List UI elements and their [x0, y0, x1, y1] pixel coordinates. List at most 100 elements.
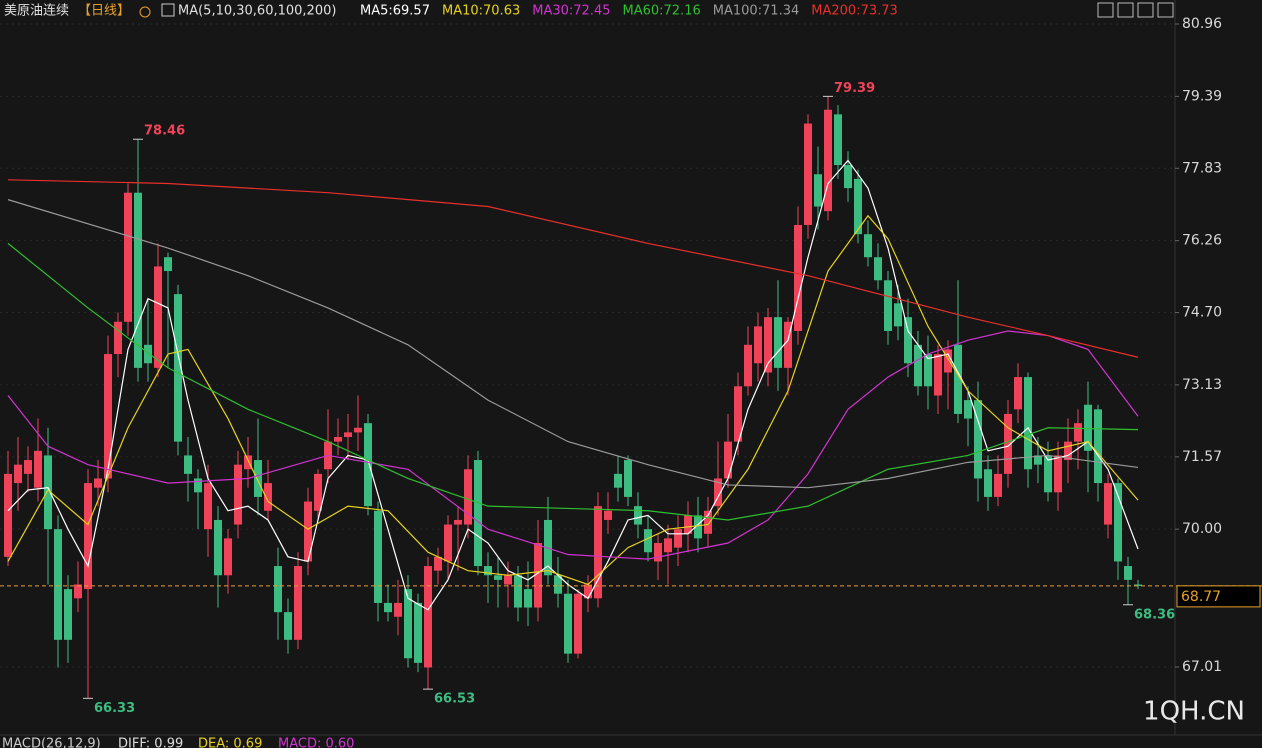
tool-button[interactable] — [1137, 2, 1154, 18]
ma-line — [7, 179, 1139, 358]
tool-button[interactable] — [1117, 2, 1134, 18]
candle-body — [724, 441, 732, 479]
legend-entry: MA10:70.63 — [442, 4, 520, 19]
legend-entry: MA5:69.57 — [360, 4, 430, 19]
candle-body — [564, 593, 572, 654]
candle-body — [1064, 441, 1072, 461]
last-price-label: 68.77 — [1181, 589, 1221, 605]
extreme-label: 79.39 — [834, 81, 875, 96]
candle-body — [414, 602, 422, 663]
legend-entry: MA100:71.34 — [713, 4, 800, 19]
period: 【日线】 — [78, 4, 130, 19]
candle-body — [914, 344, 922, 387]
candle-body — [574, 593, 582, 654]
candle-body — [614, 473, 622, 488]
watermark: 1QH.CN — [1143, 697, 1245, 727]
candle-body — [534, 543, 542, 608]
candle-body — [804, 123, 812, 225]
candle-body — [784, 321, 792, 368]
candle-body — [634, 506, 642, 525]
candle-body — [584, 584, 592, 599]
symbol: 美原油连续 — [4, 3, 69, 19]
extreme-label: 66.53 — [434, 692, 475, 707]
candle-body — [744, 344, 752, 387]
ma-icon[interactable] — [161, 3, 175, 17]
candle-body — [474, 460, 482, 567]
candle-body — [374, 510, 382, 603]
candle-body — [434, 556, 442, 571]
candle-body — [844, 165, 852, 189]
candle-body — [44, 455, 52, 530]
candle-body — [764, 317, 772, 373]
candle-body — [244, 455, 252, 470]
candle-body — [754, 326, 762, 364]
candle-body — [334, 436, 342, 442]
tool-button[interactable] — [1097, 2, 1114, 18]
candle-body — [174, 294, 182, 442]
extreme-label: 66.33 — [94, 701, 135, 716]
candle-body — [904, 317, 912, 364]
candle-body — [1084, 404, 1092, 451]
candle-body — [454, 519, 462, 525]
candle-body — [1104, 483, 1112, 525]
toolbar — [1097, 2, 1174, 18]
candle-body — [604, 510, 612, 520]
candle-body — [424, 566, 432, 668]
y-tick-label: 74.70 — [1182, 305, 1222, 321]
macd-diff: DIFF: 0.99 — [118, 737, 183, 748]
add-icon[interactable] — [139, 6, 151, 18]
y-tick-label: 70.00 — [1182, 521, 1222, 537]
candle-body — [884, 280, 892, 331]
ma-line — [7, 214, 1139, 586]
candle-body — [284, 612, 292, 640]
candle-body — [184, 455, 192, 474]
candle-body — [1004, 413, 1012, 474]
candle-body — [864, 234, 872, 258]
candle-body — [74, 584, 82, 599]
macd-params: MACD(26,12,9) — [2, 737, 101, 748]
candle-body — [234, 464, 242, 525]
candle-body — [1034, 455, 1042, 465]
candle-body — [694, 515, 702, 539]
tool-button[interactable] — [1157, 2, 1174, 18]
candle-body — [54, 529, 62, 640]
candle-body — [274, 566, 282, 613]
y-tick-label: 77.83 — [1182, 160, 1222, 176]
candle-body — [354, 427, 362, 433]
candle-body — [264, 483, 272, 511]
candles — [4, 96, 1142, 699]
candle-body — [14, 464, 22, 484]
macd-value: MACD: 0.60 — [278, 737, 354, 748]
candle-body — [294, 566, 302, 640]
candle-body — [114, 321, 122, 355]
candle-body — [254, 460, 262, 497]
candle-body — [484, 566, 492, 576]
candle-body — [1014, 377, 1022, 410]
candle-body — [384, 602, 392, 613]
candle-body — [524, 589, 532, 608]
header: 美原油连续 【日线】 MA(5,10,30,60,100,200) MA5:69… — [4, 3, 898, 19]
candle-body — [94, 478, 102, 488]
candle-body — [64, 589, 72, 640]
candle-body — [824, 109, 832, 212]
candle-body — [664, 538, 672, 553]
candle-body — [774, 317, 782, 368]
candle-body — [504, 575, 512, 585]
candle-body — [314, 473, 322, 511]
candle-body — [1094, 409, 1102, 484]
extreme-label: 68.36 — [1134, 607, 1175, 622]
y-tick-label: 76.26 — [1182, 233, 1222, 249]
candle-body — [514, 575, 522, 608]
candle-body — [144, 344, 152, 364]
ma-line — [7, 159, 1139, 611]
ma-line — [7, 330, 1139, 560]
candle-body — [1044, 455, 1052, 493]
macd-dea: DEA: 0.69 — [198, 737, 262, 748]
candle-body — [984, 469, 992, 497]
candle-body — [814, 174, 822, 207]
candle-body — [494, 575, 502, 580]
y-tick-label: 71.57 — [1182, 449, 1222, 465]
